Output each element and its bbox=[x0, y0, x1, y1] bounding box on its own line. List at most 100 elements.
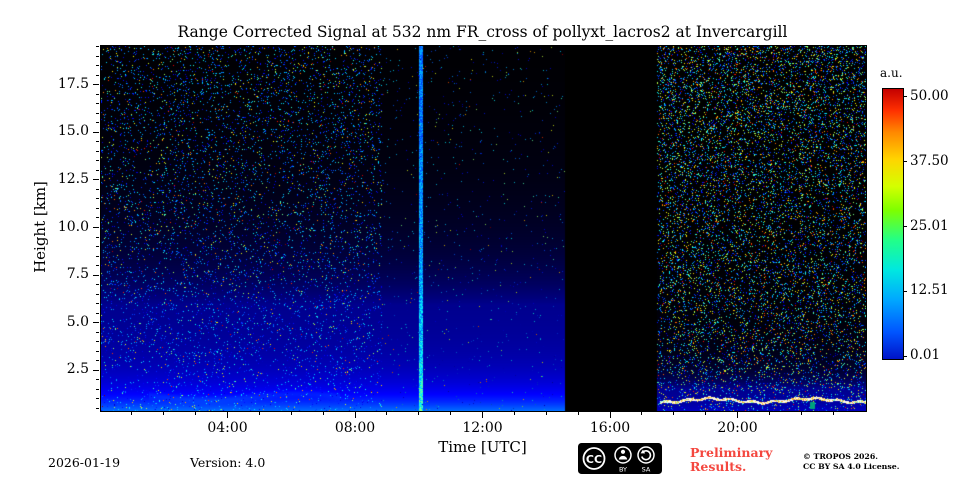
y-minor-tick bbox=[96, 169, 99, 171]
y-minor-tick bbox=[96, 207, 99, 209]
y-minor-tick bbox=[96, 217, 99, 219]
colorbar-tick-label: 25.01 bbox=[910, 217, 949, 234]
x-tick bbox=[227, 412, 228, 418]
y-minor-tick bbox=[96, 303, 99, 305]
license-line1: © TROPOS 2026. bbox=[803, 452, 878, 461]
cc-sa-icon: SA bbox=[637, 446, 655, 474]
x-minor-tick bbox=[195, 412, 197, 415]
y-tick-label: 7.5 bbox=[66, 266, 89, 283]
x-minor-tick bbox=[131, 412, 133, 415]
y-tick bbox=[93, 274, 99, 276]
y-minor-tick bbox=[96, 379, 99, 381]
x-minor-tick bbox=[513, 412, 515, 415]
x-tick-label: 16:00 bbox=[589, 420, 631, 436]
preliminary-line2: Results. bbox=[690, 459, 747, 474]
license-note: © TROPOS 2026. CC BY SA 4.0 License. bbox=[803, 452, 899, 471]
x-minor-tick bbox=[450, 412, 452, 415]
colorbar-tick bbox=[903, 290, 907, 292]
colorbar-tick-label: 0.01 bbox=[910, 347, 941, 364]
y-tick-label: 15.0 bbox=[57, 123, 89, 140]
svg-text:CC: CC bbox=[586, 453, 602, 466]
colorbar-unit-label: a.u. bbox=[880, 66, 903, 80]
x-minor-tick bbox=[258, 412, 260, 415]
x-minor-tick bbox=[545, 412, 547, 415]
x-tick bbox=[482, 412, 483, 418]
y-minor-tick bbox=[96, 246, 99, 247]
preliminary-note: Preliminary Results. bbox=[690, 446, 772, 474]
y-minor-tick bbox=[96, 350, 99, 352]
x-minor-tick bbox=[641, 412, 643, 415]
cc-logo-icon: CC bbox=[582, 447, 606, 470]
x-axis-label: Time [UTC] bbox=[438, 438, 527, 456]
y-minor-tick bbox=[96, 103, 99, 105]
version-label: Version: 4.0 bbox=[190, 455, 266, 470]
x-minor-tick bbox=[290, 412, 292, 415]
y-minor-tick bbox=[96, 55, 99, 57]
y-minor-tick bbox=[96, 150, 99, 152]
y-minor-tick bbox=[96, 93, 99, 95]
svg-text:BY: BY bbox=[619, 466, 627, 474]
cc-by-icon: BY bbox=[614, 446, 632, 474]
x-tick bbox=[737, 412, 738, 418]
svg-text:SA: SA bbox=[642, 466, 651, 474]
y-minor-tick bbox=[96, 265, 99, 267]
colorbar bbox=[882, 88, 904, 360]
y-minor-tick bbox=[96, 160, 99, 162]
colorbar-tick-label: 50.00 bbox=[910, 87, 949, 104]
x-tick-label: 08:00 bbox=[334, 420, 376, 436]
cc-by-sa-badge: CC BY SA bbox=[578, 443, 662, 474]
y-tick bbox=[93, 227, 99, 228]
y-tick-label: 17.5 bbox=[57, 75, 89, 92]
y-minor-tick bbox=[96, 46, 99, 48]
y-minor-tick bbox=[96, 407, 99, 409]
x-minor-tick bbox=[705, 412, 707, 415]
x-minor-tick bbox=[163, 412, 165, 415]
y-tick bbox=[93, 369, 99, 371]
colorbar-tick bbox=[903, 161, 907, 163]
y-minor-tick bbox=[96, 236, 99, 238]
x-minor-tick bbox=[577, 412, 579, 415]
y-minor-tick bbox=[96, 341, 99, 343]
x-tick-label: 12:00 bbox=[462, 420, 503, 436]
colorbar-tick bbox=[903, 96, 907, 98]
y-minor-tick bbox=[96, 198, 99, 200]
x-tick-label: 20:00 bbox=[717, 420, 758, 436]
y-tick bbox=[93, 84, 99, 86]
y-minor-tick bbox=[96, 360, 99, 362]
y-minor-tick bbox=[96, 293, 99, 295]
plot-area bbox=[100, 45, 867, 412]
x-minor-tick bbox=[768, 412, 770, 415]
date-label: 2026-01-19 bbox=[48, 455, 121, 470]
y-tick-label: 10.0 bbox=[57, 218, 89, 235]
y-tick-label: 5.0 bbox=[66, 313, 89, 330]
y-minor-tick bbox=[96, 331, 99, 333]
y-minor-tick bbox=[96, 112, 99, 114]
y-minor-tick bbox=[96, 388, 99, 390]
x-tick bbox=[354, 412, 356, 418]
y-tick-label: 12.5 bbox=[57, 170, 89, 187]
colorbar-tick-label: 37.50 bbox=[910, 152, 949, 169]
y-minor-tick bbox=[96, 312, 99, 314]
y-tick-label: 2.5 bbox=[66, 361, 89, 378]
y-tick bbox=[93, 322, 99, 324]
chart-title: Range Corrected Signal at 532 nm FR_cros… bbox=[177, 23, 788, 41]
x-tick-label: 04:00 bbox=[207, 420, 248, 436]
x-minor-tick bbox=[673, 412, 675, 415]
y-minor-tick bbox=[96, 141, 99, 143]
y-minor-tick bbox=[96, 284, 99, 286]
y-minor-tick bbox=[96, 255, 99, 257]
x-minor-tick bbox=[386, 412, 388, 415]
x-minor-tick bbox=[832, 412, 834, 415]
x-minor-tick bbox=[418, 412, 420, 415]
colorbar-tick bbox=[903, 355, 907, 357]
y-tick bbox=[93, 179, 99, 181]
colorbar-tick-label: 12.51 bbox=[910, 282, 949, 299]
y-minor-tick bbox=[96, 188, 99, 190]
y-minor-tick bbox=[96, 74, 99, 76]
heatmap-canvas bbox=[101, 46, 866, 411]
x-minor-tick bbox=[322, 412, 324, 415]
y-minor-tick bbox=[96, 65, 99, 67]
y-tick bbox=[93, 131, 99, 133]
colorbar-tick bbox=[903, 226, 907, 227]
